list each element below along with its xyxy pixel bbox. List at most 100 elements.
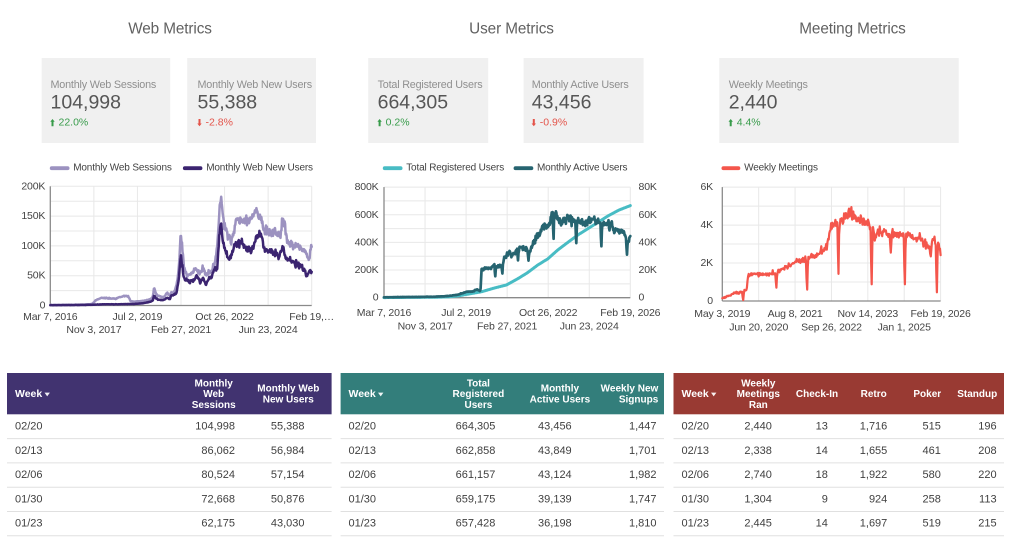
svg-text:02/20: 02/20 — [15, 420, 43, 432]
svg-text:40K: 40K — [639, 236, 657, 248]
svg-text:0: 0 — [707, 295, 713, 307]
svg-text:100K: 100K — [21, 240, 45, 252]
svg-text:Feb 19, 2026: Feb 19, 2026 — [911, 308, 971, 320]
svg-text:924: 924 — [869, 493, 887, 505]
svg-text:43,030: 43,030 — [271, 518, 305, 530]
svg-text:22.0%: 22.0% — [59, 117, 89, 129]
svg-text:Jul 2, 2019: Jul 2, 2019 — [441, 307, 491, 319]
svg-text:Feb 19,…: Feb 19,… — [289, 311, 334, 323]
svg-text:20K: 20K — [639, 264, 657, 276]
svg-text:Nov 14, 2023: Nov 14, 2023 — [837, 308, 898, 320]
svg-text:9: 9 — [822, 493, 828, 505]
svg-text:86,062: 86,062 — [201, 445, 235, 457]
svg-text:01/23: 01/23 — [349, 518, 377, 530]
svg-text:Sessions: Sessions — [192, 400, 236, 411]
svg-text:May 3, 2019: May 3, 2019 — [694, 308, 750, 320]
svg-text:01/30: 01/30 — [682, 493, 710, 505]
svg-text:662,858: 662,858 — [456, 445, 496, 457]
svg-text:Week: Week — [682, 388, 709, 400]
svg-text:Check-In: Check-In — [796, 389, 838, 400]
svg-text:Jul 2, 2019: Jul 2, 2019 — [113, 311, 163, 323]
svg-text:60K: 60K — [639, 209, 657, 221]
svg-text:02/06: 02/06 — [682, 469, 710, 481]
svg-text:Monthly Active Users: Monthly Active Users — [532, 79, 630, 91]
svg-text:Standup: Standup — [957, 389, 997, 400]
svg-text:01/23: 01/23 — [15, 518, 43, 530]
svg-text:208: 208 — [978, 445, 996, 457]
svg-text:36,198: 36,198 — [538, 518, 572, 530]
svg-text:519: 519 — [923, 518, 941, 530]
svg-text:43,456: 43,456 — [538, 420, 572, 432]
svg-text:-0.9%: -0.9% — [540, 117, 567, 129]
svg-text:Monthly: Monthly — [195, 378, 234, 389]
svg-text:02/13: 02/13 — [15, 445, 43, 457]
svg-text:1,747: 1,747 — [629, 493, 657, 505]
svg-text:Jun 23, 2024: Jun 23, 2024 — [560, 321, 619, 333]
svg-text:57,154: 57,154 — [271, 469, 305, 481]
svg-text:Total Registered Users: Total Registered Users — [406, 163, 504, 174]
svg-text:Total: Total — [467, 378, 490, 389]
svg-text:Poker: Poker — [913, 389, 941, 400]
svg-text:580: 580 — [923, 469, 941, 481]
svg-text:Week: Week — [15, 388, 42, 400]
svg-text:Monthly Web: Monthly Web — [257, 384, 319, 395]
svg-text:104,998: 104,998 — [195, 420, 235, 432]
svg-text:43,456: 43,456 — [532, 92, 592, 114]
svg-text:62,175: 62,175 — [201, 518, 235, 530]
svg-text:1,655: 1,655 — [860, 445, 888, 457]
svg-text:461: 461 — [923, 445, 941, 457]
svg-text:400K: 400K — [355, 236, 379, 248]
svg-text:Meeting Metrics: Meeting Metrics — [799, 21, 906, 38]
svg-text:39,139: 39,139 — [538, 493, 572, 505]
svg-text:Sep 26, 2022: Sep 26, 2022 — [801, 322, 862, 334]
svg-text:220: 220 — [978, 469, 996, 481]
svg-text:664,305: 664,305 — [456, 420, 496, 432]
svg-text:18: 18 — [816, 469, 828, 481]
svg-text:Weekly Meetings: Weekly Meetings — [729, 79, 809, 91]
svg-text:Total Registered Users: Total Registered Users — [378, 79, 484, 91]
svg-text:02/20: 02/20 — [349, 420, 377, 432]
svg-text:80K: 80K — [639, 181, 657, 193]
svg-text:2,445: 2,445 — [744, 518, 772, 530]
svg-text:Nov 3, 2017: Nov 3, 2017 — [398, 321, 453, 333]
svg-text:Jan 1, 2025: Jan 1, 2025 — [878, 322, 932, 334]
svg-text:New Users: New Users — [263, 395, 315, 406]
svg-text:0: 0 — [639, 292, 645, 304]
svg-text:Aug 8, 2021: Aug 8, 2021 — [768, 308, 823, 320]
svg-text:800K: 800K — [355, 181, 379, 193]
svg-text:664,305: 664,305 — [378, 92, 449, 114]
svg-text:2K: 2K — [700, 257, 713, 269]
svg-text:Jun 23, 2024: Jun 23, 2024 — [239, 324, 298, 336]
svg-text:Weekly Meetings: Weekly Meetings — [744, 163, 818, 174]
svg-text:Nov 3, 2017: Nov 3, 2017 — [66, 324, 121, 336]
svg-text:258: 258 — [923, 493, 941, 505]
svg-text:196: 196 — [978, 420, 996, 432]
svg-text:Monthly Active Users: Monthly Active Users — [537, 163, 628, 174]
svg-text:0: 0 — [40, 300, 46, 312]
svg-text:02/13: 02/13 — [349, 445, 377, 457]
svg-text:Feb 19, 2026: Feb 19, 2026 — [600, 307, 660, 319]
svg-text:2,338: 2,338 — [744, 445, 772, 457]
svg-text:2,440: 2,440 — [729, 92, 778, 114]
svg-text:2,740: 2,740 — [744, 469, 772, 481]
svg-text:Monthly Web Sessions: Monthly Web Sessions — [51, 79, 157, 91]
svg-text:657,428: 657,428 — [456, 518, 496, 530]
svg-text:Oct 26, 2022: Oct 26, 2022 — [195, 311, 254, 323]
svg-text:1,716: 1,716 — [860, 420, 888, 432]
svg-text:0: 0 — [373, 292, 379, 304]
svg-text:Oct 26, 2022: Oct 26, 2022 — [519, 307, 578, 319]
svg-text:1,447: 1,447 — [629, 420, 657, 432]
svg-text:Registered: Registered — [453, 389, 505, 400]
svg-text:Week: Week — [349, 388, 376, 400]
svg-text:Mar 7, 2016: Mar 7, 2016 — [23, 311, 78, 323]
svg-text:Active Users: Active Users — [530, 395, 591, 406]
svg-text:14: 14 — [816, 445, 828, 457]
svg-text:150K: 150K — [21, 210, 45, 222]
svg-text:Signups: Signups — [619, 395, 659, 406]
svg-text:01/23: 01/23 — [682, 518, 710, 530]
svg-text:55,388: 55,388 — [271, 420, 305, 432]
svg-text:43,849: 43,849 — [538, 445, 572, 457]
svg-text:Monthly Web New Users: Monthly Web New Users — [206, 163, 313, 174]
svg-text:43,124: 43,124 — [538, 469, 572, 481]
svg-text:14: 14 — [816, 518, 828, 530]
